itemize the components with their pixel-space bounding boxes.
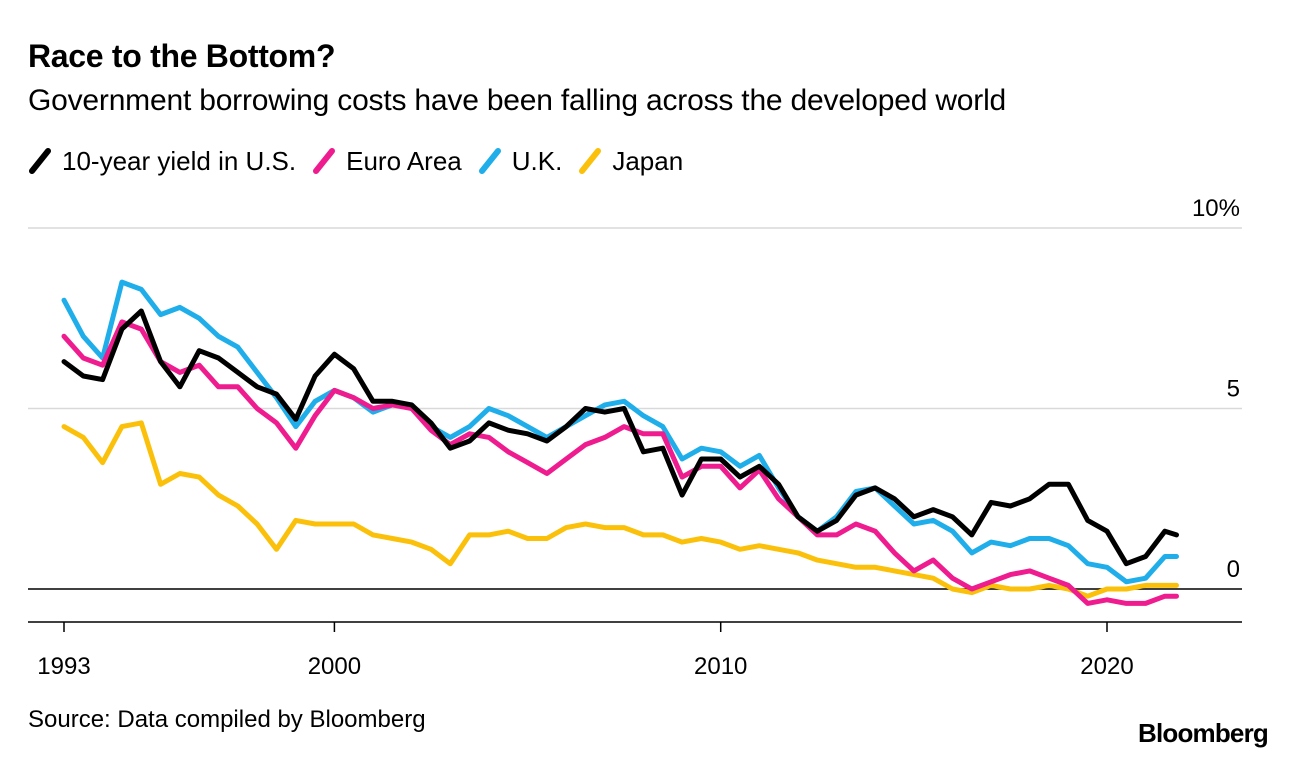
legend: 10-year yield in U.S. Euro Area U.K. Jap…: [28, 147, 699, 175]
y-tick-label: 5: [1227, 376, 1240, 403]
legend-label-euro: Euro Area: [346, 146, 462, 176]
legend-label-us: 10-year yield in U.S.: [62, 146, 297, 176]
source-note: Source: Data compiled by Bloomberg: [28, 706, 426, 733]
series-line-japan: [61, 420, 1179, 599]
chart-title: Race to the Bottom?: [28, 38, 336, 74]
legend-swatch-us: [29, 148, 51, 174]
x-tick-label: 2010: [694, 653, 747, 680]
legend-item-japan: Japan: [578, 147, 683, 175]
legend-label-japan: Japan: [612, 146, 684, 176]
y-tick-label: 10%: [1192, 195, 1240, 222]
series-line-uk: [61, 279, 1179, 585]
y-tick-label: 0: [1227, 556, 1240, 583]
series-lines: [61, 279, 1179, 606]
line-chart: 1993 2000 2010 2020 0 5 10%: [28, 195, 1242, 680]
chart-subtitle: Government borrowing costs have been fal…: [28, 84, 1007, 117]
y-axis-labels: 0 5 10%: [1192, 195, 1240, 583]
series-line-us: [61, 308, 1179, 567]
bloomberg-logo: Bloomberg: [1137, 718, 1269, 748]
legend-swatch-euro: [313, 148, 336, 174]
legend-item-uk: U.K.: [478, 146, 563, 176]
legend-label-uk: U.K.: [511, 146, 563, 176]
x-axis: 1993 2000 2010 2020: [28, 621, 1242, 680]
x-tick-label: 2000: [308, 653, 361, 680]
x-tick-label: 2020: [1080, 653, 1133, 680]
legend-item-euro: Euro Area: [312, 147, 462, 175]
series-line-euro: [61, 319, 1179, 606]
legend-swatch-japan: [579, 148, 602, 174]
legend-swatch-uk: [478, 148, 501, 174]
x-tick-label: 1993: [37, 653, 90, 680]
legend-item-us: 10-year yield in U.S.: [28, 147, 296, 175]
